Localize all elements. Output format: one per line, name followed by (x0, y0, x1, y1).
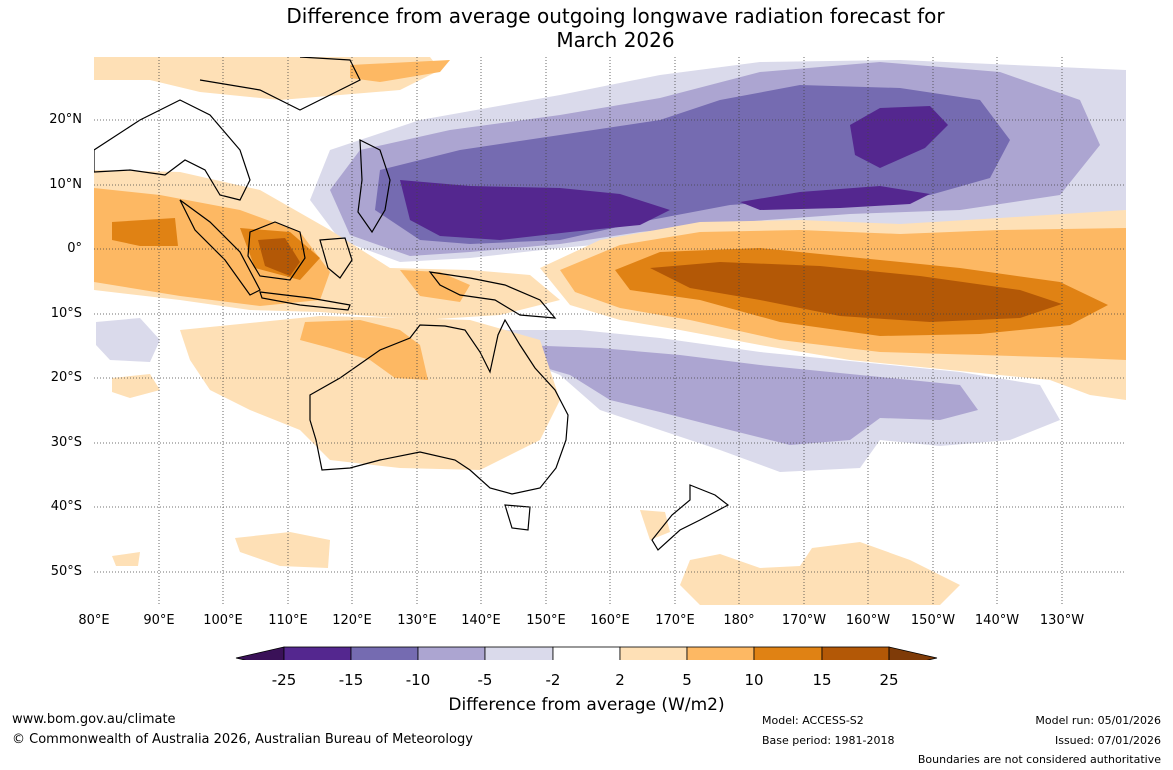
lat-label-20s: 20°S (50, 370, 82, 385)
anomaly-positive-newguinea (400, 270, 470, 302)
anomaly-negative-equatorial-core (400, 180, 670, 240)
lon-label-100e: 100°E (203, 613, 243, 628)
lon-label-80e: 80°E (78, 613, 110, 628)
footer-disclaimer: Boundaries are not considered authoritat… (917, 753, 1161, 766)
colorbar-tick-label: -5 (477, 671, 493, 689)
coastline-java (259, 291, 351, 311)
anomaly-negative-south-pacific-mid (520, 345, 978, 445)
colorbar-tick-label: 5 (682, 671, 692, 689)
footer-issued: Issued: 07/01/2026 (1054, 734, 1161, 747)
lat-label-40s: 40°S (50, 499, 82, 514)
footer-base-period: Base period: 1981-2018 (762, 734, 895, 747)
colorbar-tick-label: 2 (615, 671, 625, 689)
coastline-sulawesi (319, 237, 353, 279)
coastline-new-zealand (651, 484, 730, 551)
lon-label-130w: 130°W (1039, 613, 1085, 628)
anomaly-positive-southern-tasman (235, 532, 330, 568)
anomaly-negative-hawaii-core (850, 106, 948, 168)
anomaly-positive-indian-ocean-patch (112, 374, 160, 398)
colorbar-swatch-10-5 (417, 646, 486, 660)
chart-title: Difference from average outgoing longwav… (0, 4, 1173, 52)
lon-label-160w: 160°W (845, 613, 891, 628)
footer-url[interactable]: www.bom.gov.au/climate (12, 712, 176, 727)
coastline-mainland-se-asia (94, 99, 251, 201)
lon-label-140e: 140°E (461, 613, 501, 628)
anomaly-positive-southern-indian (112, 552, 140, 566)
coastline-china-coast (199, 57, 361, 111)
lat-label-10s: 10°S (50, 306, 82, 321)
graticule (94, 57, 1126, 605)
colorbar (235, 646, 938, 660)
colorbar-swatch-2-5 (619, 646, 688, 660)
coastline-new-guinea (428, 271, 557, 319)
colorbar-tick-label: 25 (879, 671, 899, 689)
lon-label-130e: 130°E (397, 613, 437, 628)
lon-label-120e: 120°E (332, 613, 372, 628)
colorbar-swatch-10-15 (753, 646, 823, 660)
colorbar-swatch-25-15 (283, 646, 352, 660)
colorbar-tick-label: 10 (744, 671, 764, 689)
colorbar-swatch-above-25 (888, 646, 938, 660)
anomaly-fields (94, 57, 1126, 605)
lon-label-160e: 160°E (590, 613, 630, 628)
anomaly-positive-north-australia (300, 320, 428, 380)
coastline-australia (309, 318, 569, 495)
title-line-2: March 2026 (556, 28, 675, 52)
colorbar-swatch-below-25 (235, 646, 285, 660)
footer-model: Model: ACCESS-S2 (762, 714, 864, 727)
colorbar-swatch-15-10 (350, 646, 419, 660)
anomaly-positive-nz-patch (640, 510, 670, 540)
title-line-1: Difference from average outgoing longwav… (286, 4, 945, 28)
lon-label-140w: 140°W (974, 613, 1020, 628)
coastline-tasmania (504, 504, 531, 531)
colorbar-tick-label: -10 (405, 671, 431, 689)
colorbar-swatch-15-25 (821, 646, 890, 660)
anomaly-positive-north-strip-strong (350, 60, 450, 82)
coastline-sumatra (179, 199, 261, 296)
lon-label-170w: 170°W (781, 613, 827, 628)
colorbar-tick-label: -25 (271, 671, 297, 689)
colorbar-tick-label: -15 (338, 671, 364, 689)
anomaly-positive-australia (180, 316, 560, 470)
coastlines (94, 57, 730, 551)
lat-label-10n: 10°N (49, 177, 82, 192)
lon-label-90e: 90°E (143, 613, 175, 628)
lon-label-170e: 170°E (655, 613, 695, 628)
coastline-borneo (247, 221, 306, 281)
colorbar-swatch-5-10 (686, 646, 755, 660)
footer-copyright: © Commonwealth of Australia 2026, Austra… (12, 732, 473, 747)
anomaly-positive-borneo-core (258, 238, 300, 276)
anomaly-negative-west-australia (96, 318, 160, 362)
colorbar-title: Difference from average (W/m2) (448, 695, 725, 715)
colorbar-swatch-2-2 (552, 646, 621, 660)
lon-label-110e: 110°E (268, 613, 308, 628)
lat-label-30s: 30°S (50, 435, 82, 450)
lat-label-20n: 20°N (49, 112, 82, 127)
lat-label-0: 0° (67, 241, 82, 256)
lon-label-150w: 150°W (910, 613, 956, 628)
lat-label-50s: 50°S (50, 564, 82, 579)
anomaly-negative-dateline-strip (740, 186, 930, 210)
anomaly-positive-southern-pacific (680, 542, 960, 605)
colorbar-swatch-5-2 (484, 646, 554, 660)
map (94, 57, 1126, 660)
lon-label-180: 180° (723, 613, 755, 628)
anomaly-positive-equatorial-pacific-core (650, 262, 1062, 322)
colorbar-tick-label: -2 (545, 671, 561, 689)
lon-label-150e: 150°E (526, 613, 566, 628)
footer-model-run: Model run: 05/01/2026 (1035, 714, 1161, 727)
colorbar-tick-label: 15 (812, 671, 832, 689)
